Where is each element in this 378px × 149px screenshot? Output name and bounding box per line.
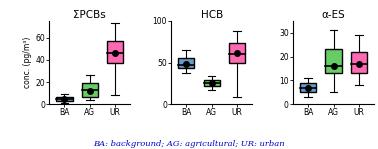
Bar [178, 58, 194, 68]
Bar [107, 41, 123, 63]
Text: BA: background; AG: agricultural; UR: urban: BA: background; AG: agricultural; UR: ur… [93, 139, 285, 148]
Bar [351, 52, 367, 73]
Title: α-ES: α-ES [322, 10, 345, 20]
Bar [325, 49, 342, 73]
Bar [82, 83, 98, 97]
Y-axis label: conc. (pg/m³): conc. (pg/m³) [23, 37, 33, 88]
Title: HCB: HCB [201, 10, 223, 20]
Title: ΣPCBs: ΣPCBs [73, 10, 106, 20]
Bar [203, 80, 220, 86]
Bar [300, 83, 316, 92]
Bar [56, 97, 73, 101]
Bar [229, 43, 245, 63]
